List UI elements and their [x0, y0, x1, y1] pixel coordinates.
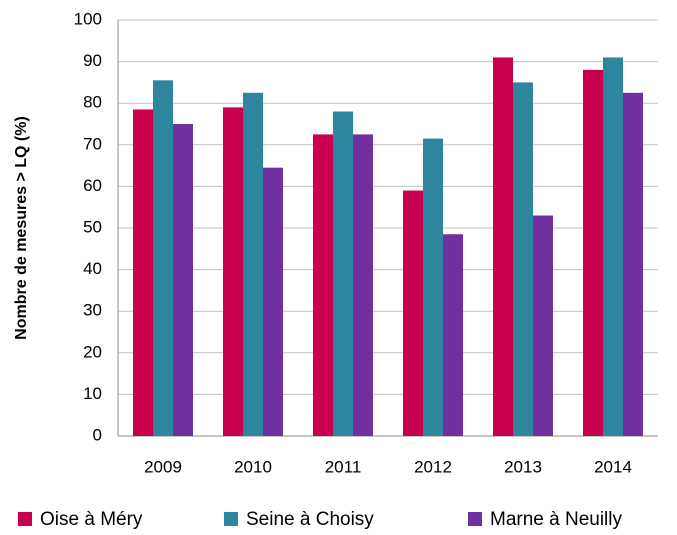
legend-swatch [224, 512, 238, 526]
y-tick-label: 20 [83, 342, 102, 361]
bar [423, 138, 443, 436]
y-tick-label: 30 [83, 301, 102, 320]
bar [313, 134, 333, 436]
bar [583, 69, 603, 437]
y-tick-label: 70 [83, 134, 102, 153]
bar [353, 134, 373, 436]
bar [403, 190, 423, 436]
bar [223, 107, 243, 437]
bar [533, 215, 553, 436]
legend-label: Marne à Neuilly [490, 509, 622, 530]
bar [513, 82, 533, 437]
y-tick-label: 10 [83, 384, 102, 403]
legend-label: Seine à Choisy [246, 509, 374, 530]
bar [443, 234, 463, 436]
bar [173, 124, 193, 436]
y-tick-label: 100 [74, 9, 102, 28]
bar [263, 167, 283, 436]
y-tick-label: 80 [83, 93, 102, 112]
legend-swatch [468, 512, 482, 526]
y-tick-label: 0 [93, 425, 102, 444]
x-tick-label: 2013 [504, 457, 542, 476]
bar [243, 92, 263, 437]
x-tick-label: 2011 [325, 457, 362, 476]
bar [603, 57, 623, 436]
legend-swatch [18, 512, 32, 526]
x-tick-label: 2014 [594, 457, 632, 476]
y-tick-label: 90 [83, 51, 102, 70]
bar [623, 92, 643, 437]
x-tick-label: 2010 [234, 457, 272, 476]
legend-label: Oise à Méry [40, 509, 143, 530]
y-tick-label: 60 [83, 176, 102, 195]
bar [333, 111, 353, 437]
x-tick-label: 2012 [414, 457, 452, 476]
bar [153, 80, 173, 436]
y-axis-title: Nombre de mesures > LQ (%) [13, 116, 30, 340]
bar [493, 57, 513, 436]
bar [133, 109, 153, 436]
y-tick-label: 40 [83, 259, 102, 278]
x-tick-label: 2009 [144, 457, 182, 476]
y-tick-label: 50 [83, 217, 102, 236]
